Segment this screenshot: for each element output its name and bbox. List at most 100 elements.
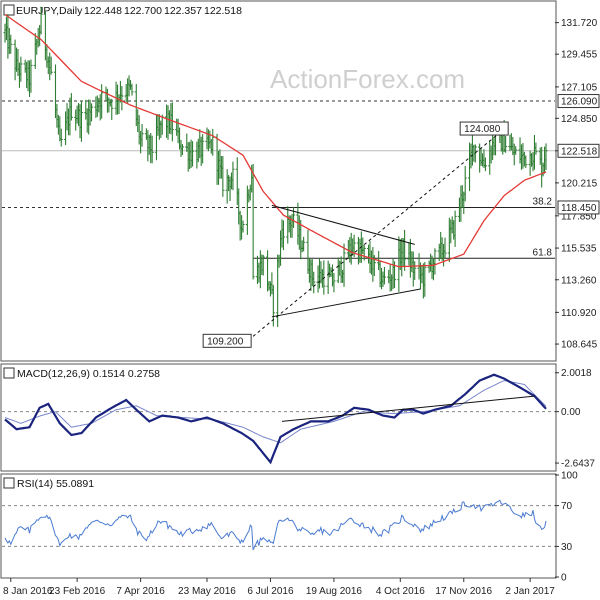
price-label-text: 126.090: [561, 97, 598, 108]
ohlc-bar: [241, 220, 245, 233]
macd-tick-label: -2.6437: [561, 459, 595, 470]
ohlc-bar: [261, 254, 265, 276]
price-label-box: [557, 200, 600, 215]
price-tick-label: 124.850: [561, 114, 598, 125]
price-label-box: [557, 143, 600, 158]
rsi-tick-label: 100: [561, 471, 578, 482]
ohlc-bar: [473, 144, 477, 163]
rsi-axis: 100 70 30 0: [555, 471, 578, 584]
trendline-0: [271, 204, 415, 245]
ohlc-bar: [463, 165, 467, 202]
ohlc-bar: [403, 229, 407, 271]
ohlc-bar: [423, 262, 427, 297]
ohlc-bar: [332, 272, 336, 293]
ohlc-close: 122.518: [204, 5, 242, 17]
time-tick-label: 23 May 2016: [178, 586, 236, 597]
price-tick-label: 127.105: [561, 82, 598, 93]
macd-header: MACD(12,26,9) 0.1514 0.2758: [3, 367, 160, 380]
ohlc-bar: [342, 243, 346, 287]
ohlc-bar: [534, 142, 538, 155]
collapse-toggle-icon[interactable]: [3, 4, 15, 16]
macd-axis: 2.0018 0.00 -2.6437: [555, 368, 595, 470]
price-tick-label: 113.260: [561, 275, 597, 286]
ohlc-bar: [140, 123, 144, 147]
ohlc-bar: [120, 85, 124, 111]
ohlc-bar: [453, 210, 457, 247]
macd-line: [4, 373, 547, 465]
macd-tick-label: 0.00: [561, 407, 581, 418]
ohlc-bar: [9, 34, 13, 54]
macd-lines: [2, 373, 555, 465]
rsi-tick-label: 0: [561, 573, 567, 584]
ohlc-bar: [231, 161, 235, 191]
price-tick-label: 120.215: [561, 178, 598, 189]
ohlc-bar: [180, 144, 185, 156]
time-tick-label: 2 Jan 2017: [505, 586, 555, 597]
ohlc-bar: [413, 261, 417, 280]
callout-text: 109.200: [207, 336, 244, 347]
ohlc-bar: [100, 84, 104, 119]
price-tick-label: 108.645: [561, 340, 598, 351]
time-tick-label: 4 Oct 2016: [376, 586, 425, 597]
chart-header: EURJPY,Daily 122.448 122.700 122.357 122…: [3, 4, 242, 17]
ohlc-bar: [190, 141, 195, 167]
ohlc-bar: [281, 220, 286, 251]
watermark-text: ActionForex.com: [270, 64, 465, 94]
ohlc-bar: [89, 103, 94, 122]
ohlc-bar: [302, 236, 306, 252]
rsi-panel-frame: [0, 473, 557, 579]
callout-text: 124.080: [464, 124, 501, 135]
ohlc-open: 122.448: [84, 5, 122, 17]
trendline-1: [271, 288, 421, 318]
ohlc-bar: [69, 93, 73, 121]
price-tick-label: 115.535: [561, 244, 597, 255]
time-tick-label: 19 Aug 2016: [306, 586, 363, 597]
time-tick-label: 23 Feb 2016: [49, 586, 106, 597]
price-callouts: 109.200 124.080: [202, 121, 509, 348]
ohlc-bar: [524, 155, 528, 169]
symbol-label: EURJPY,Daily: [16, 5, 83, 17]
ohlc-bar: [150, 135, 154, 164]
price-panel-frame: [0, 0, 557, 362]
price-label-text: 122.518: [561, 146, 598, 157]
rsi-tick-label: 30: [561, 542, 573, 553]
price-label-text: 118.450: [561, 203, 597, 214]
price-bars: [3, 6, 548, 327]
price-tick-label: 117.850: [561, 211, 597, 222]
fib-label-1: 61.8: [533, 247, 553, 258]
ohlc-bar: [201, 134, 205, 164]
macd-collapse-icon[interactable]: [3, 367, 15, 379]
time-tick-label: 8 Jan 2016: [3, 586, 53, 597]
ohlc-bar: [362, 245, 366, 261]
price-trendlines: [252, 128, 505, 337]
ohlc-bar: [19, 56, 23, 82]
time-tick-label: 17 Nov 2016: [435, 586, 492, 597]
macd-trendline: [281, 395, 535, 422]
ohlc-bar: [443, 237, 447, 259]
rsi-lines: [2, 499, 555, 551]
ohlc-bar: [504, 135, 508, 153]
ohlc-bar: [372, 255, 376, 276]
time-tick-label: 6 Jul 2016: [247, 586, 294, 597]
ohlc-bar: [544, 143, 548, 171]
rsi-collapse-icon[interactable]: [3, 477, 15, 489]
ohlc-low: 122.357: [164, 5, 202, 17]
ohlc-bar: [170, 102, 174, 142]
ohlc-bar: [382, 266, 387, 285]
rsi-tick-label: 70: [561, 501, 573, 512]
macd-signal-line: [4, 380, 547, 444]
price-tick-label: 110.920: [561, 308, 597, 319]
macd-title: MACD(12,26,9) 0.1514 0.2758: [17, 368, 160, 380]
callout-box: [202, 333, 252, 348]
ohlc-bar: [130, 83, 134, 96]
ohlc-bar: [483, 157, 488, 172]
ohlc-bar: [79, 100, 84, 142]
rsi-title: RSI(14) 55.0891: [17, 478, 94, 490]
ohlc-bar: [251, 163, 255, 280]
trendline-2: [252, 128, 505, 337]
price-label-box: [557, 94, 600, 109]
ohlc-bar: [514, 146, 518, 155]
callout-box: [459, 121, 509, 136]
